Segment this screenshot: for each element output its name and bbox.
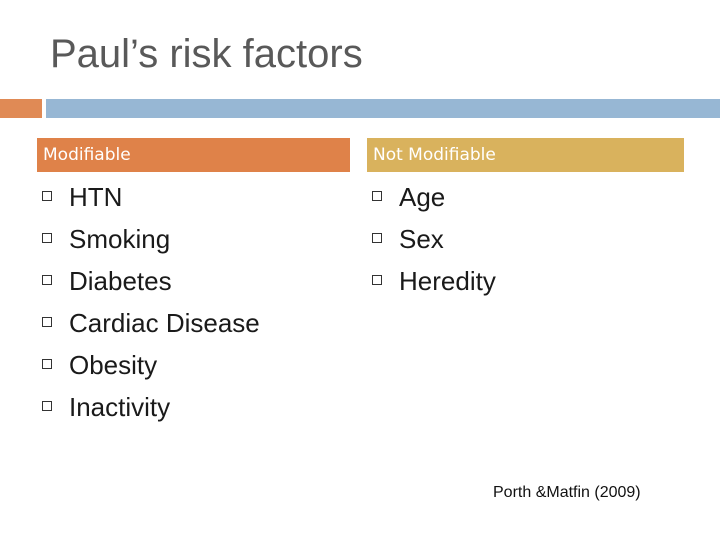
list-item: Obesity bbox=[37, 344, 350, 386]
not-modifiable-column: Not Modifiable Age Sex Heredity bbox=[367, 138, 684, 302]
modifiable-header: Modifiable bbox=[37, 138, 350, 172]
square-bullet-icon bbox=[42, 275, 52, 285]
list-item-label: Sex bbox=[399, 224, 444, 254]
square-bullet-icon bbox=[42, 191, 52, 201]
slide-title: Paul’s risk factors bbox=[50, 32, 363, 76]
list-item-label: Cardiac Disease bbox=[69, 308, 260, 338]
not-modifiable-header: Not Modifiable bbox=[367, 138, 684, 172]
list-item: Age bbox=[367, 176, 684, 218]
list-item: Diabetes bbox=[37, 260, 350, 302]
list-item-label: Diabetes bbox=[69, 266, 172, 296]
square-bullet-icon bbox=[42, 401, 52, 411]
list-item: Inactivity bbox=[37, 386, 350, 428]
list-item-label: Obesity bbox=[69, 350, 158, 380]
list-item-label: Heredity bbox=[399, 266, 496, 296]
accent-bar-blue bbox=[46, 99, 720, 118]
list-item: Cardiac Disease bbox=[37, 302, 350, 344]
modifiable-column: Modifiable HTN Smoking Diabetes Cardiac … bbox=[37, 138, 350, 428]
list-item: Sex bbox=[367, 218, 684, 260]
citation: Porth &Matfin (2009) bbox=[493, 484, 641, 501]
list-item: Smoking bbox=[37, 218, 350, 260]
square-bullet-icon bbox=[372, 191, 382, 201]
square-bullet-icon bbox=[42, 359, 52, 369]
list-item: Heredity bbox=[367, 260, 684, 302]
list-item-label: HTN bbox=[69, 182, 123, 212]
not-modifiable-list: Age Sex Heredity bbox=[367, 176, 684, 302]
list-item-label: Smoking bbox=[69, 224, 171, 254]
list-item-label: Age bbox=[399, 182, 446, 212]
square-bullet-icon bbox=[42, 233, 52, 243]
square-bullet-icon bbox=[372, 233, 382, 243]
accent-bar-orange bbox=[0, 99, 42, 118]
square-bullet-icon bbox=[42, 317, 52, 327]
list-item: HTN bbox=[37, 176, 350, 218]
modifiable-list: HTN Smoking Diabetes Cardiac Disease Obe… bbox=[37, 176, 350, 428]
square-bullet-icon bbox=[372, 275, 382, 285]
list-item-label: Inactivity bbox=[69, 392, 171, 422]
